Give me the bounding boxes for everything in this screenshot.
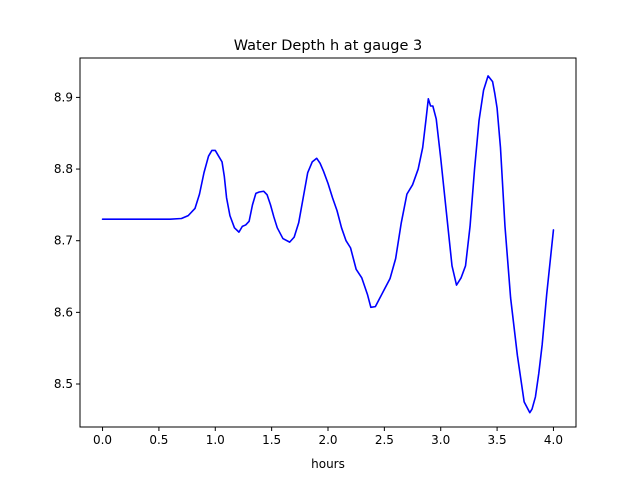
plot-frame [79,57,577,428]
x-tick-label: 1.0 [206,433,225,447]
x-tick-label: 1.5 [262,433,281,447]
x-tick-label: 3.0 [431,433,450,447]
x-tick-label: 3.5 [488,433,507,447]
x-tick-label: 2.0 [318,433,337,447]
y-tick-label: 8.6 [54,305,73,319]
x-tick-label: 0.5 [149,433,168,447]
x-tick-label: 4.0 [544,433,563,447]
series-layer [101,75,555,414]
x-axis: 0.0 0.5 1.0 1.5 2.0 2.5 3.0 3.5 4.0 [93,427,563,447]
x-tick-label: 0.0 [93,433,112,447]
y-tick-label: 8.9 [54,90,73,104]
y-axis: 8.5 8.6 8.7 8.8 8.9 [54,90,80,391]
plot-area [79,57,577,428]
x-tick-label: 2.5 [375,433,394,447]
x-axis-label: hours [311,457,345,471]
series-line-0 [101,75,555,414]
y-tick-label: 8.7 [54,234,73,248]
chart-title: Water Depth h at gauge 3 [234,38,422,54]
y-tick-label: 8.5 [54,377,73,391]
y-tick-label: 8.8 [54,162,73,176]
